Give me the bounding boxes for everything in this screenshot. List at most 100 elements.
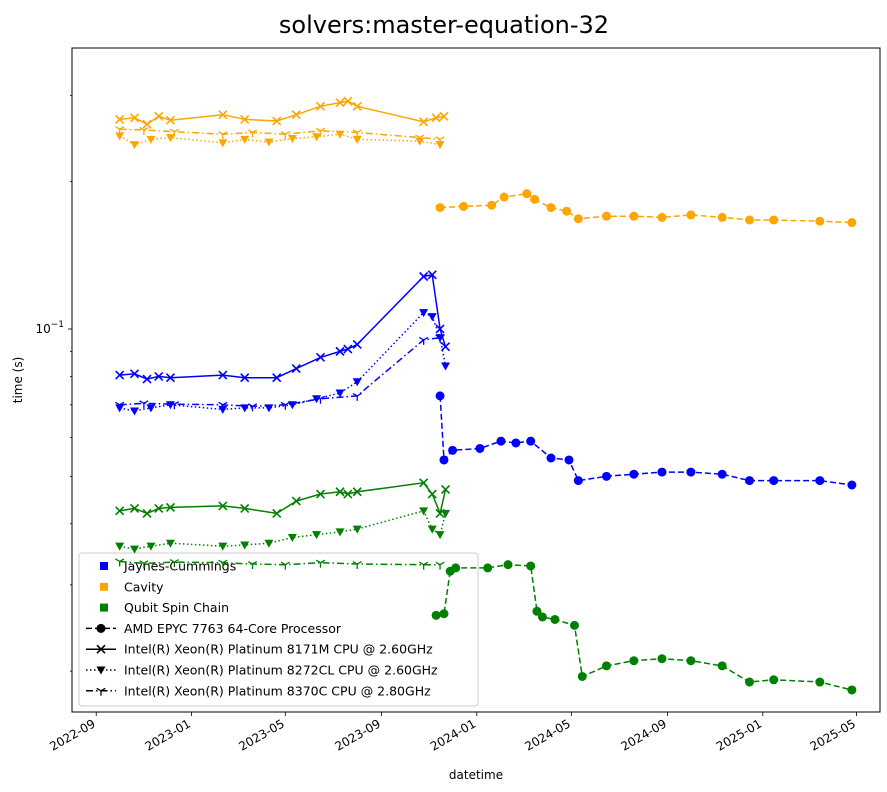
data-point <box>240 503 250 513</box>
data-point <box>419 271 429 282</box>
data-point <box>218 559 228 568</box>
data-point <box>573 214 583 224</box>
x-tick-label: 2023-01 <box>143 716 193 753</box>
data-point <box>686 210 696 220</box>
data-point <box>139 126 149 135</box>
data-point <box>264 539 274 548</box>
data-point <box>427 313 437 322</box>
legend-item: Intel(R) Xeon(R) Platinum 8370C CPU @ 2.… <box>86 683 431 698</box>
data-point <box>130 407 140 416</box>
y-tick-label: 10−1 <box>35 320 64 336</box>
x-tick-label: 2025-05 <box>808 716 858 753</box>
data-point <box>335 528 345 537</box>
data-point <box>272 116 282 126</box>
data-point <box>352 525 362 534</box>
legend-item: Intel(R) Xeon(R) Platinum 8171M CPU @ 2.… <box>86 642 433 657</box>
data-point <box>272 508 282 518</box>
data-point <box>287 134 297 143</box>
data-point <box>154 371 164 381</box>
data-point <box>130 545 140 554</box>
x-tick-label: 2024-01 <box>428 716 478 753</box>
x-axis: 2022-09 2023-01 2023-05 2023-09 2024-01 2024-… <box>47 712 858 754</box>
data-point <box>154 111 164 121</box>
data-point <box>441 362 451 371</box>
data-point <box>440 342 451 352</box>
data-point <box>815 476 825 486</box>
legend-marker <box>96 666 106 675</box>
data-point <box>745 215 755 225</box>
data-point <box>165 115 176 125</box>
data-point <box>129 369 140 379</box>
data-point <box>439 455 449 465</box>
data-point <box>280 131 290 140</box>
data-point <box>537 612 547 622</box>
data-point <box>115 126 125 135</box>
data-point <box>115 558 125 567</box>
data-point <box>686 467 696 477</box>
data-point <box>291 496 301 506</box>
data-point <box>717 469 727 479</box>
data-point <box>769 476 779 486</box>
series-line <box>435 563 853 691</box>
legend-marker <box>96 644 106 654</box>
series-line <box>119 560 441 566</box>
data-point <box>686 656 696 666</box>
data-point <box>564 455 574 465</box>
data-point <box>717 661 727 671</box>
data-point <box>458 201 468 211</box>
data-point <box>139 560 149 569</box>
data-point <box>335 346 345 356</box>
x-tick-label: 2025-01 <box>714 716 764 753</box>
data-point <box>431 610 441 620</box>
data-point <box>247 560 258 570</box>
data-point <box>335 98 345 108</box>
chart-title: solvers:master-equation-32 <box>279 11 609 39</box>
legend-label: AMD EPYC 7763 64-Core Processor <box>124 621 342 636</box>
data-point <box>335 487 345 497</box>
data-point <box>218 131 228 140</box>
data-point <box>435 141 445 150</box>
data-point <box>291 364 301 374</box>
data-point <box>499 192 509 202</box>
data-point <box>419 309 429 318</box>
data-point <box>415 134 425 143</box>
data-point <box>352 392 362 401</box>
data-point <box>419 478 429 488</box>
y-axis: 10−1 <box>35 95 72 672</box>
data-point <box>142 374 152 384</box>
data-point <box>218 370 228 380</box>
data-point <box>526 436 536 446</box>
data-point <box>291 110 301 120</box>
data-point <box>435 334 445 343</box>
data-point <box>165 373 176 383</box>
data-point <box>343 96 353 106</box>
data-point <box>550 614 560 624</box>
data-point <box>487 200 497 210</box>
legend-marker <box>96 687 106 696</box>
data-point <box>142 119 152 129</box>
series-10 <box>115 558 445 570</box>
data-point <box>315 101 326 111</box>
data-point <box>240 135 250 144</box>
y-axis-label: time (s) <box>11 357 25 404</box>
series-9 <box>115 507 451 554</box>
legend-marker <box>96 623 106 633</box>
data-point <box>601 661 611 671</box>
data-point <box>657 467 667 477</box>
data-point <box>427 270 437 280</box>
legend-label: Intel(R) Xeon(R) Platinum 8171M CPU @ 2.… <box>124 642 433 657</box>
data-point <box>441 509 451 518</box>
x-tick-label: 2023-09 <box>333 716 383 753</box>
data-point <box>240 373 250 383</box>
data-point <box>532 606 542 616</box>
legend-swatch <box>100 582 108 591</box>
data-point <box>847 218 857 228</box>
data-point <box>427 525 437 534</box>
data-point <box>769 675 779 685</box>
data-point <box>343 489 353 499</box>
data-point <box>312 531 322 540</box>
data-point <box>335 389 345 398</box>
data-point <box>352 101 362 111</box>
